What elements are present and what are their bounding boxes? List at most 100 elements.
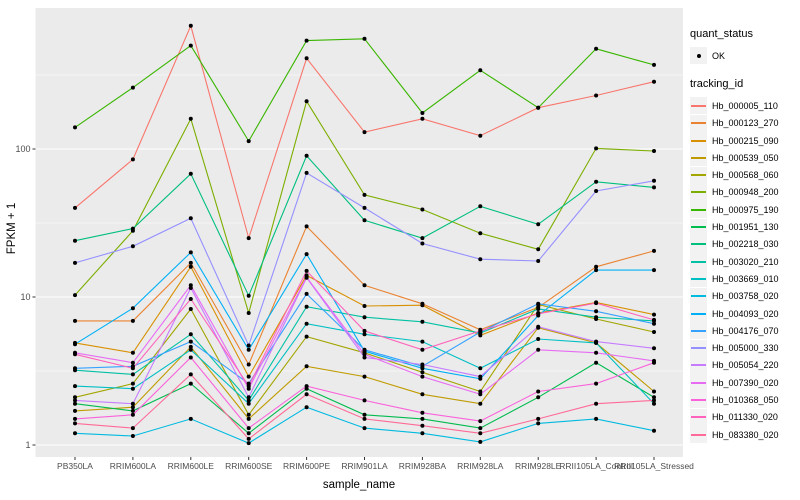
data-point xyxy=(594,381,599,386)
data-point xyxy=(304,275,309,280)
data-point xyxy=(246,293,251,298)
data-point xyxy=(188,23,193,28)
legend-item-Hb_000948_200: Hb_000948_200 xyxy=(690,183,798,201)
data-point xyxy=(304,252,309,257)
legend-key-box xyxy=(690,47,707,65)
data-point xyxy=(130,386,135,391)
data-point xyxy=(246,416,251,421)
data-point xyxy=(362,130,367,135)
data-point xyxy=(246,139,251,144)
data-point xyxy=(246,311,251,315)
data-point xyxy=(536,416,541,421)
legend-item-label: Hb_001951_130 xyxy=(712,222,779,233)
data-point xyxy=(304,99,309,104)
data-point xyxy=(362,328,367,333)
x-axis-title: sample_name xyxy=(322,479,396,491)
data-point xyxy=(652,401,656,406)
data-point xyxy=(594,93,599,98)
data-point xyxy=(478,389,483,394)
legend-key-box xyxy=(690,166,707,184)
data-point xyxy=(420,207,425,212)
data-point xyxy=(73,395,77,400)
data-point xyxy=(652,389,656,394)
legend-item-label: Hb_011330_020 xyxy=(712,412,778,423)
line-swatch-icon xyxy=(691,312,706,315)
data-point xyxy=(130,85,135,90)
data-point xyxy=(362,36,367,41)
data-point xyxy=(478,328,483,333)
legend-key-box xyxy=(690,149,707,167)
legend-item-Hb_005054_220: Hb_005054_220 xyxy=(690,356,798,374)
data-point xyxy=(188,416,193,421)
data-point xyxy=(130,306,135,311)
legend-item-label: Hb_000568_060 xyxy=(712,170,779,181)
data-point xyxy=(188,347,193,352)
line-swatch-icon xyxy=(691,260,706,263)
legend-key-box xyxy=(690,408,707,426)
data-point xyxy=(594,268,599,273)
data-point xyxy=(594,301,599,306)
data-point xyxy=(652,248,656,253)
legend-item-Hb_004093_020: Hb_004093_020 xyxy=(690,305,798,322)
legend-key-box xyxy=(690,270,707,288)
x-tick-label: RRII105LA_Stressed xyxy=(614,461,694,471)
legend-key-box xyxy=(690,114,707,132)
data-point xyxy=(73,352,77,357)
data-point xyxy=(304,304,309,309)
data-point xyxy=(188,332,193,337)
data-point xyxy=(304,38,309,43)
data-point xyxy=(536,347,541,352)
data-point xyxy=(420,347,425,352)
data-point xyxy=(536,421,541,426)
data-point xyxy=(478,257,483,262)
data-point xyxy=(652,185,656,190)
line-swatch-icon xyxy=(691,226,706,229)
data-point xyxy=(594,360,599,365)
data-point xyxy=(246,343,251,348)
data-point xyxy=(130,366,135,371)
data-point xyxy=(362,347,367,352)
data-point xyxy=(478,231,483,236)
data-point xyxy=(652,149,656,153)
line-swatch-icon xyxy=(691,243,706,246)
legend-key-box xyxy=(690,305,707,322)
line-swatch-icon xyxy=(691,416,706,419)
data-point xyxy=(304,153,309,158)
data-point xyxy=(652,312,656,317)
data-point xyxy=(130,412,135,417)
data-point xyxy=(362,205,367,210)
data-point xyxy=(536,222,541,227)
legend-key-box xyxy=(690,374,707,392)
data-point xyxy=(73,408,77,413)
data-point xyxy=(73,431,77,436)
data-point xyxy=(420,303,425,308)
data-point xyxy=(420,374,425,379)
data-point xyxy=(188,264,193,269)
data-point xyxy=(188,297,193,301)
data-point xyxy=(362,355,367,360)
legend-key-box xyxy=(690,201,707,219)
data-point xyxy=(362,332,367,337)
data-point xyxy=(478,374,483,379)
data-point xyxy=(652,360,656,365)
data-point xyxy=(652,398,656,403)
data-point xyxy=(594,189,599,193)
data-point xyxy=(188,250,193,255)
data-point xyxy=(304,170,309,175)
legend-key-box xyxy=(690,97,707,115)
data-point xyxy=(420,370,425,375)
legend-item-label: Hb_003020_210 xyxy=(712,256,779,267)
data-point xyxy=(304,321,309,326)
legend-item-Hb_000975_190: Hb_000975_190 xyxy=(690,201,798,219)
y-tick-label: 100 xyxy=(15,144,30,154)
legend-key-box xyxy=(690,183,707,201)
data-point xyxy=(536,259,541,263)
x-tick-label: RRIM928LE xyxy=(515,461,562,471)
data-point xyxy=(188,283,193,288)
legend-key-box xyxy=(690,391,707,409)
data-point xyxy=(304,392,309,397)
legend-item-label: Hb_007390_020 xyxy=(712,377,779,388)
data-point xyxy=(652,330,656,334)
data-point xyxy=(246,384,251,389)
data-point xyxy=(188,307,193,311)
